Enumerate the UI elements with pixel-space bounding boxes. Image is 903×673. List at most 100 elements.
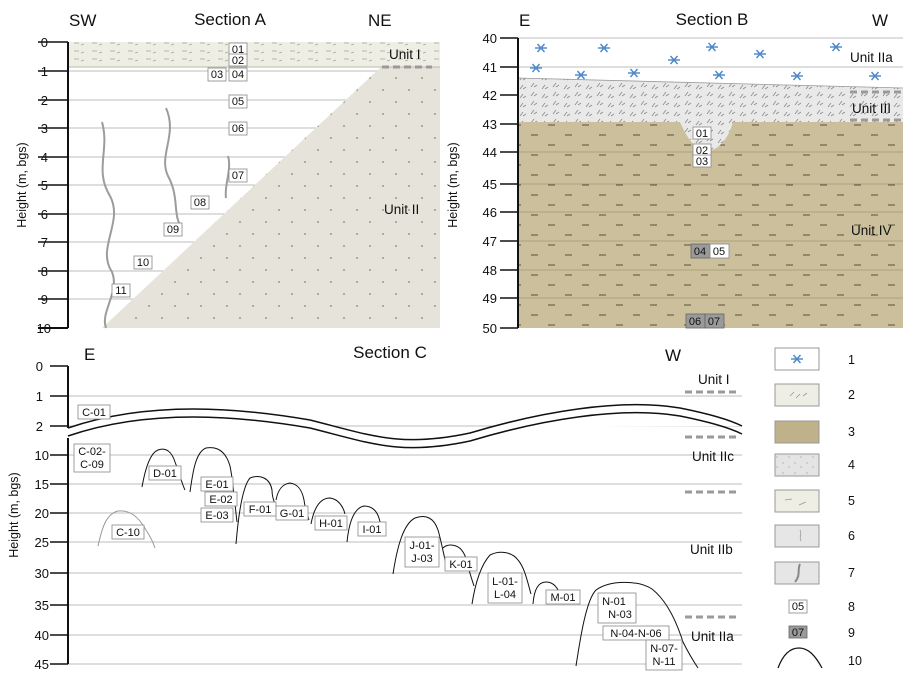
tick-label: 20 xyxy=(35,506,49,521)
unit-ii-dots-a xyxy=(102,66,440,328)
unit-label-iib-c: Unit IIb xyxy=(690,542,733,557)
sample-label: 03 xyxy=(211,69,223,81)
sample-label: 05 xyxy=(232,96,244,108)
unit-i-pattern-a xyxy=(68,42,440,67)
cracks-a xyxy=(101,107,231,329)
direction-ne: NE xyxy=(368,11,392,30)
tick-label: 2 xyxy=(41,93,48,108)
panel-section-b: 40 41 42 43 44 45 46 47 48 49 50 Height … xyxy=(446,10,903,336)
sample-label: 07 xyxy=(232,170,244,182)
direction-sw: SW xyxy=(69,11,96,30)
sample-label: D-01 xyxy=(153,468,177,480)
sample-label: E-03 xyxy=(205,510,228,522)
sample-label: 04 xyxy=(694,246,706,258)
sample-label: N-04-N-06 xyxy=(610,628,661,640)
legend-item-3: 3 xyxy=(774,420,855,444)
sample-label: N-11 xyxy=(652,656,675,668)
tick-label: 35 xyxy=(35,598,49,613)
legend-sample-code: 05 xyxy=(792,601,804,613)
sample-label: 04 xyxy=(232,69,244,81)
y-axis-label-c: Height (m, bgs) xyxy=(7,472,21,557)
sample-label: 02 xyxy=(696,145,708,157)
star-symbols-b xyxy=(530,42,881,81)
y-tick-labels-b: 40 41 42 43 44 45 46 47 48 49 50 xyxy=(483,31,497,336)
tick-label: 8 xyxy=(41,264,48,279)
direction-e-b: E xyxy=(519,11,530,30)
tick-label: 4 xyxy=(41,150,48,165)
sample-label: C-10 xyxy=(116,527,140,539)
tick-label: 44 xyxy=(483,145,497,160)
unit-label-i-c: Unit I xyxy=(698,372,730,387)
tick-label: 41 xyxy=(483,60,497,75)
direction-w-c: W xyxy=(665,346,681,365)
unit-label-iii-b: Unit III xyxy=(852,101,891,116)
legend-number: 5 xyxy=(848,494,855,508)
tick-label: 43 xyxy=(483,117,497,132)
y-axis-label-b: Height (m, bgs) xyxy=(446,142,460,227)
sample-label: L-01- xyxy=(492,576,518,588)
legend-item-5: 5 xyxy=(774,489,855,513)
sample-label: N-07- xyxy=(650,643,678,655)
tick-label: 50 xyxy=(483,321,497,336)
legend-item-9: 07 9 xyxy=(788,625,855,640)
sample-label: 02 xyxy=(232,55,244,67)
section-b-title: Section B xyxy=(676,10,749,29)
panel-section-c: 0 1 2 10 15 20 25 30 35 40 45 Height (m,… xyxy=(7,343,743,672)
legend-number: 6 xyxy=(848,529,855,543)
sample-label: I-01 xyxy=(363,524,382,536)
sample-label: C-02- xyxy=(78,446,106,458)
sample-label: K-01 xyxy=(449,559,472,571)
unit-label-iv-b: Unit IV xyxy=(851,223,892,238)
sample-label: 06 xyxy=(232,123,244,135)
tick-label: 46 xyxy=(483,205,497,220)
panel-section-a: 0 1 2 3 4 5 6 7 8 9 10 Height (m, bgs) S… xyxy=(15,10,440,336)
sample-label: E-01 xyxy=(205,479,228,491)
sample-label: 08 xyxy=(194,197,206,209)
sample-label: 05 xyxy=(713,246,725,258)
tick-label: 45 xyxy=(483,177,497,192)
unit-label-iia-b: Unit IIa xyxy=(850,50,893,65)
sample-label: C-01 xyxy=(82,407,106,419)
tick-label: 1 xyxy=(36,389,43,404)
legend-item-6: 6 xyxy=(774,524,855,548)
unit-label-iic-c: Unit IIc xyxy=(692,449,734,464)
unit-label-i-a: Unit I xyxy=(389,47,421,62)
tick-label: 45 xyxy=(35,657,49,672)
unit-label-iia-c: Unit IIa xyxy=(691,629,734,644)
sample-label: M-01 xyxy=(550,592,575,604)
sample-label: J-01- xyxy=(409,540,434,552)
sample-labels-a: 01 02 03 04 05 06 07 08 09 10 11 xyxy=(111,42,248,298)
sample-label: H-01 xyxy=(319,518,343,530)
tick-marks-a xyxy=(38,41,68,300)
unit-boundaries-c xyxy=(685,390,737,619)
sample-label: C-09 xyxy=(80,459,104,471)
y-tick-labels-c: 0 1 2 10 15 20 25 30 35 40 45 xyxy=(35,359,49,672)
legend-number: 9 xyxy=(848,626,855,640)
tick-marks-b xyxy=(500,37,518,329)
sample-label: L-04 xyxy=(494,589,516,601)
tick-label: 30 xyxy=(35,566,49,581)
y-axis-label-a: Height (m, bgs) xyxy=(15,142,29,227)
sampling-profiles-c xyxy=(97,447,699,669)
tick-label: 48 xyxy=(483,263,497,278)
tick-label: 40 xyxy=(483,31,497,46)
sample-label: E-02 xyxy=(209,494,232,506)
tick-label: 1 xyxy=(41,64,48,79)
legend-number: 10 xyxy=(848,654,862,668)
tick-marks-c xyxy=(50,365,68,665)
tick-label: 6 xyxy=(41,207,48,222)
direction-w-b: W xyxy=(872,11,888,30)
legend-sample-code: 07 xyxy=(792,627,804,639)
legend-item-8: 05 8 xyxy=(788,599,855,614)
legend-number: 2 xyxy=(848,388,855,402)
sample-label: N-01 xyxy=(602,596,626,608)
tick-label: 2 xyxy=(36,419,43,434)
tick-label: 25 xyxy=(35,535,49,550)
sample-label: G-01 xyxy=(280,508,304,520)
sample-label: 06 xyxy=(689,316,701,328)
star-symbol-icon xyxy=(791,354,803,364)
sample-label: 01 xyxy=(232,44,244,56)
tick-label: 3 xyxy=(41,121,48,136)
sample-labels-c: C-01 C-02- C-09 C-10 D-01 E-01 E-02 E-03… xyxy=(73,404,683,671)
